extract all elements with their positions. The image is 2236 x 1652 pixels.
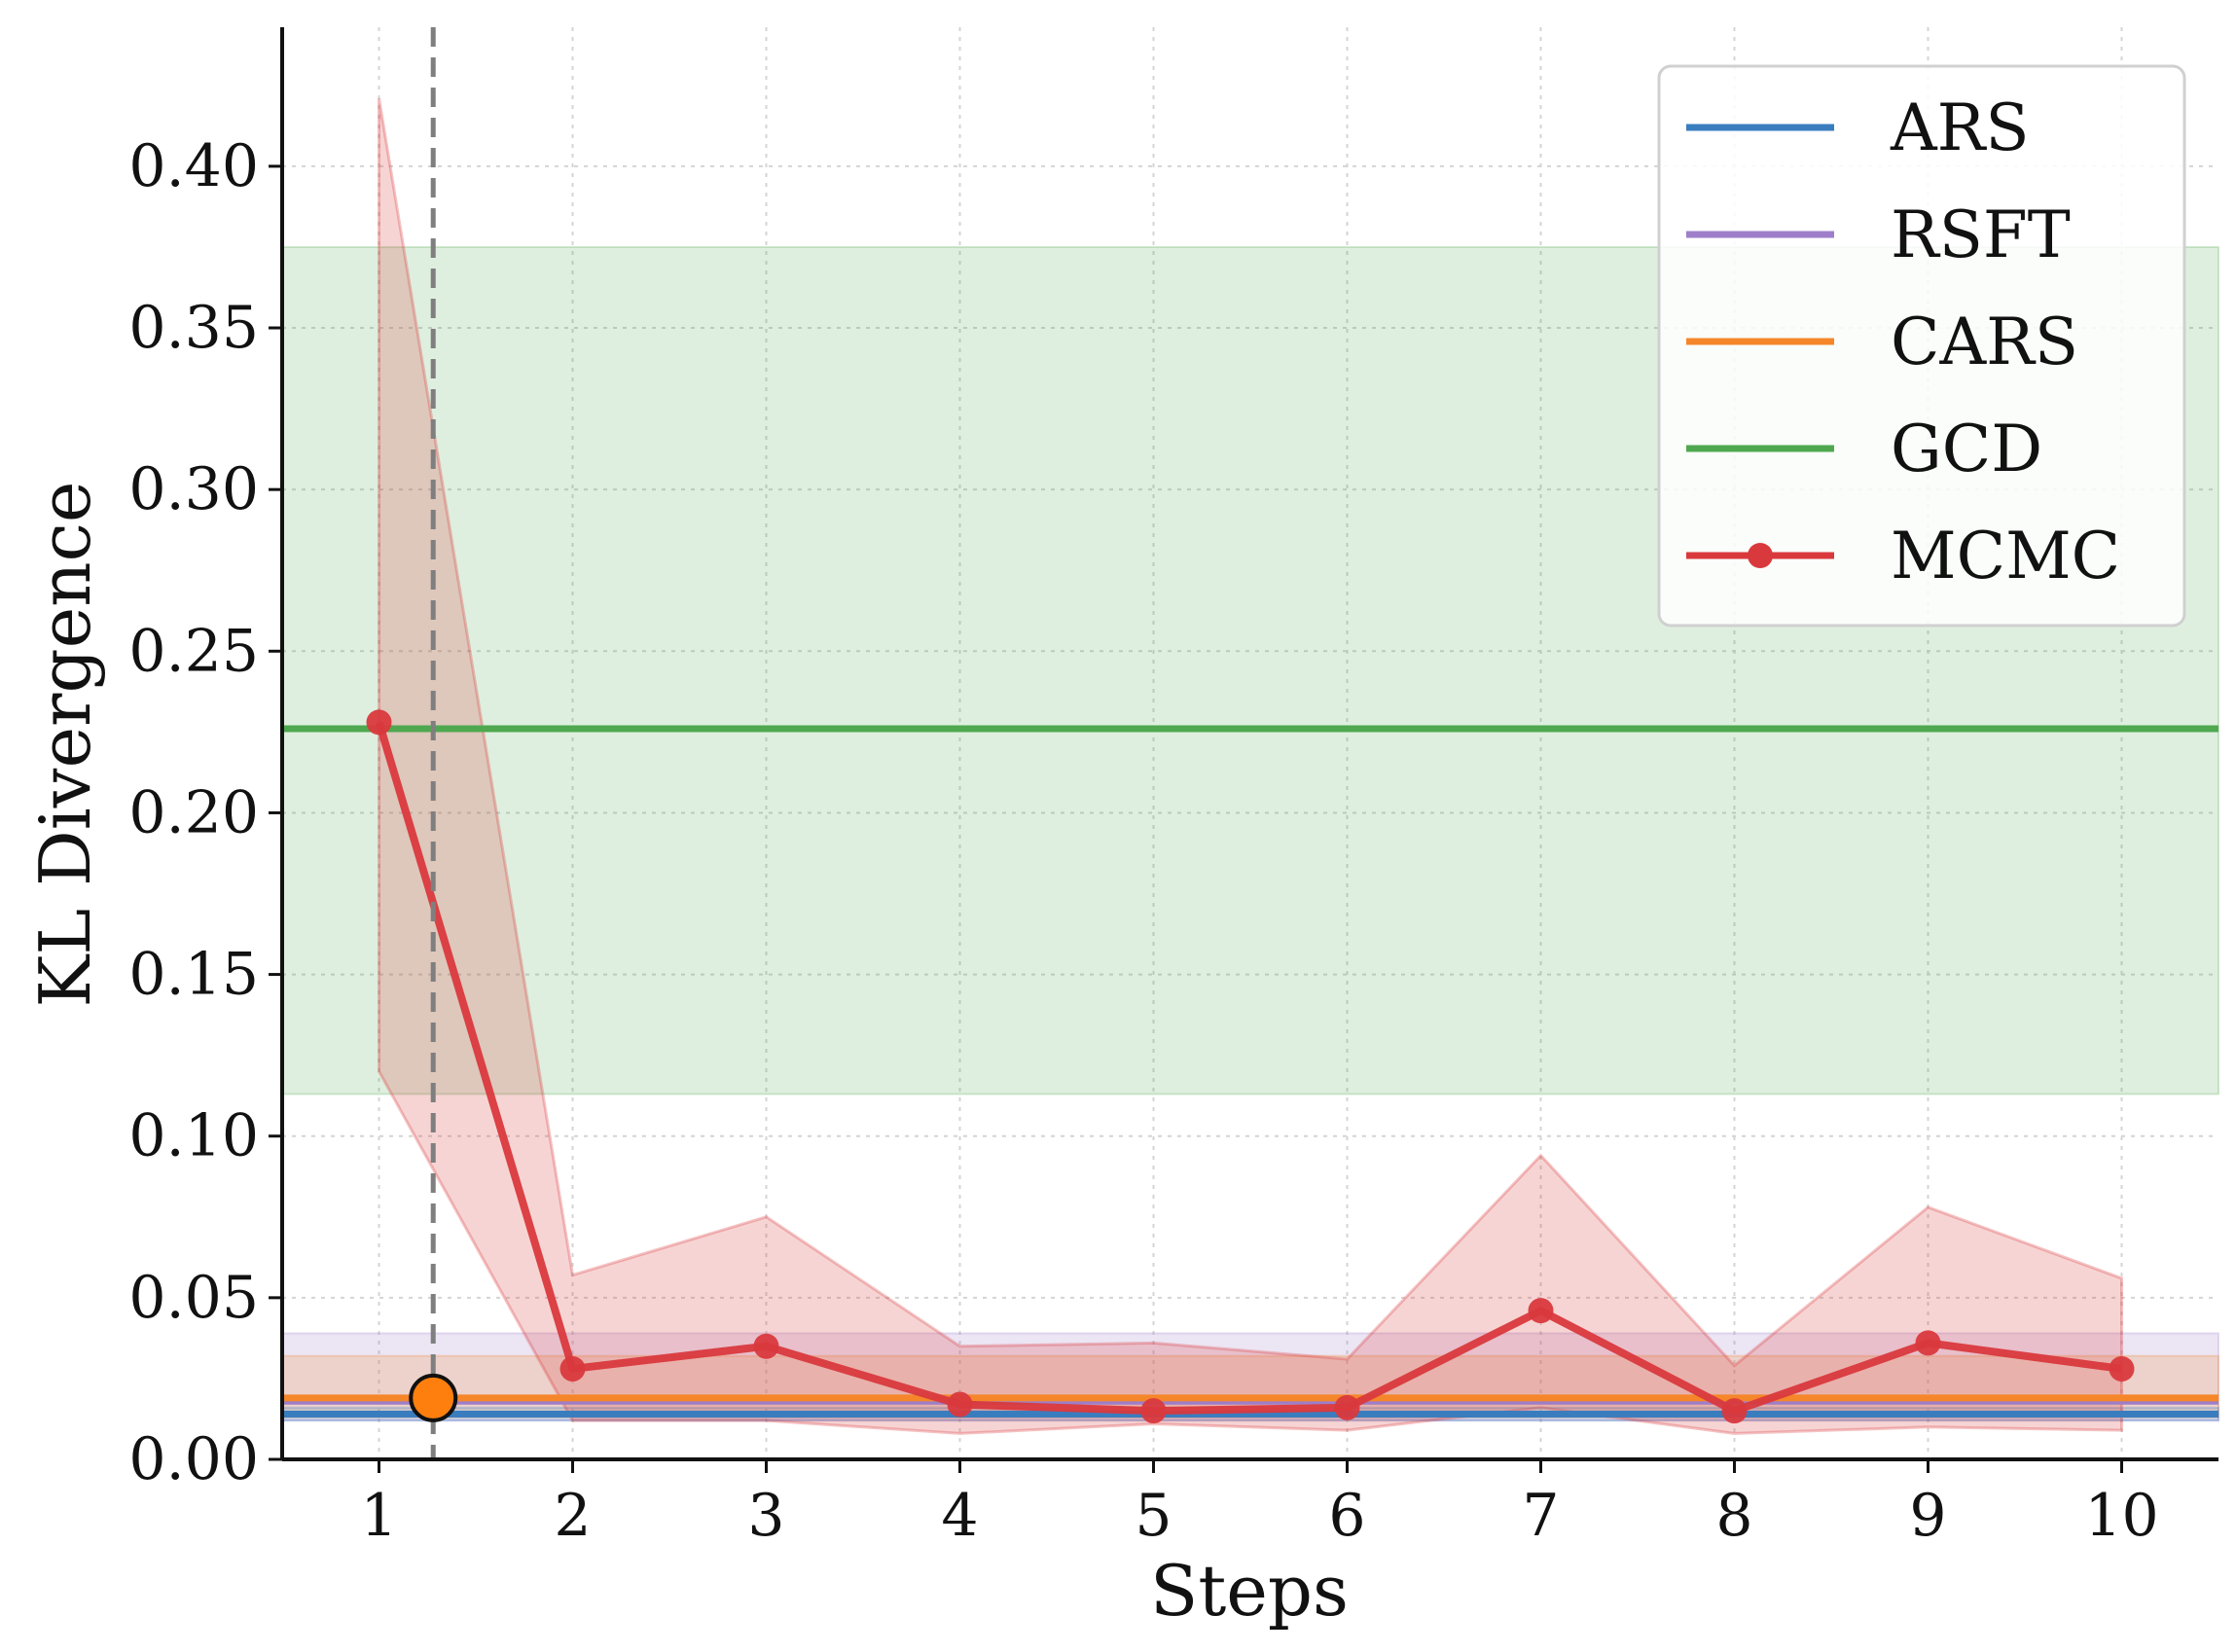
y-tick-label: 0.35	[128, 294, 259, 362]
mcmc-point	[1528, 1298, 1554, 1324]
y-tick-label: 0.15	[128, 941, 259, 1009]
x-tick-label: 9	[1909, 1482, 1946, 1550]
mcmc-point	[2109, 1355, 2135, 1382]
y-tick-label: 0.20	[128, 778, 259, 846]
x-tick-label: 7	[1522, 1482, 1559, 1550]
mcmc-point	[1334, 1394, 1360, 1420]
mcmc-point	[559, 1355, 586, 1382]
legend-box	[1657, 64, 2186, 628]
mcmc-point	[947, 1391, 973, 1418]
mcmc-point	[1140, 1398, 1167, 1424]
x-tick-label: 3	[747, 1482, 784, 1550]
y-tick-label: 0.10	[128, 1102, 259, 1170]
x-tick-label: 10	[2084, 1482, 2158, 1550]
mcmc-line	[375, 721, 2123, 1416]
legend-label-rsft: RSFT	[1891, 198, 2071, 272]
mcmc-point	[1721, 1398, 1748, 1424]
y-tick-label: 0.30	[128, 455, 259, 523]
mcmc-point	[366, 709, 392, 736]
legend-label-cars: CARS	[1891, 305, 2078, 379]
legend: ARS RSFT CARS GCD MCMC	[1657, 64, 2186, 628]
baseline-lines	[282, 725, 2218, 1418]
legend-label-mcmc: MCMC	[1891, 519, 2120, 593]
highlight-marker	[409, 1373, 458, 1422]
y-tick-label: 0.05	[128, 1264, 259, 1332]
y-tick-label: 0.00	[128, 1425, 259, 1493]
x-tick-label: 6	[1328, 1482, 1365, 1550]
y-tick-label: 0.40	[128, 132, 259, 200]
mcmc-point	[1915, 1330, 1941, 1356]
axes: 1 2 3 4 5 6 7 8 9 10 0.00 0.05 0.10 0.15 0.20 0.25 0.30 0…	[128, 27, 2218, 1550]
annotations	[409, 27, 458, 1459]
legend-marker-mcmc	[1748, 543, 1773, 568]
y-tick-label: 0.25	[128, 617, 259, 685]
x-tick-label: 4	[941, 1482, 978, 1550]
x-tick-label: 5	[1135, 1482, 1172, 1550]
legend-label-gcd: GCD	[1891, 412, 2042, 486]
mcmc-point	[753, 1333, 779, 1359]
x-tick-label: 1	[360, 1482, 397, 1550]
x-tick-label: 2	[554, 1482, 591, 1550]
mcmc-series	[366, 709, 2135, 1424]
y-axis-title: KL Divergence	[24, 482, 106, 1008]
legend-label-ars: ARS	[1890, 90, 2030, 165]
x-axis-title: Steps	[1150, 1550, 1349, 1632]
x-tick-label: 8	[1715, 1482, 1752, 1550]
